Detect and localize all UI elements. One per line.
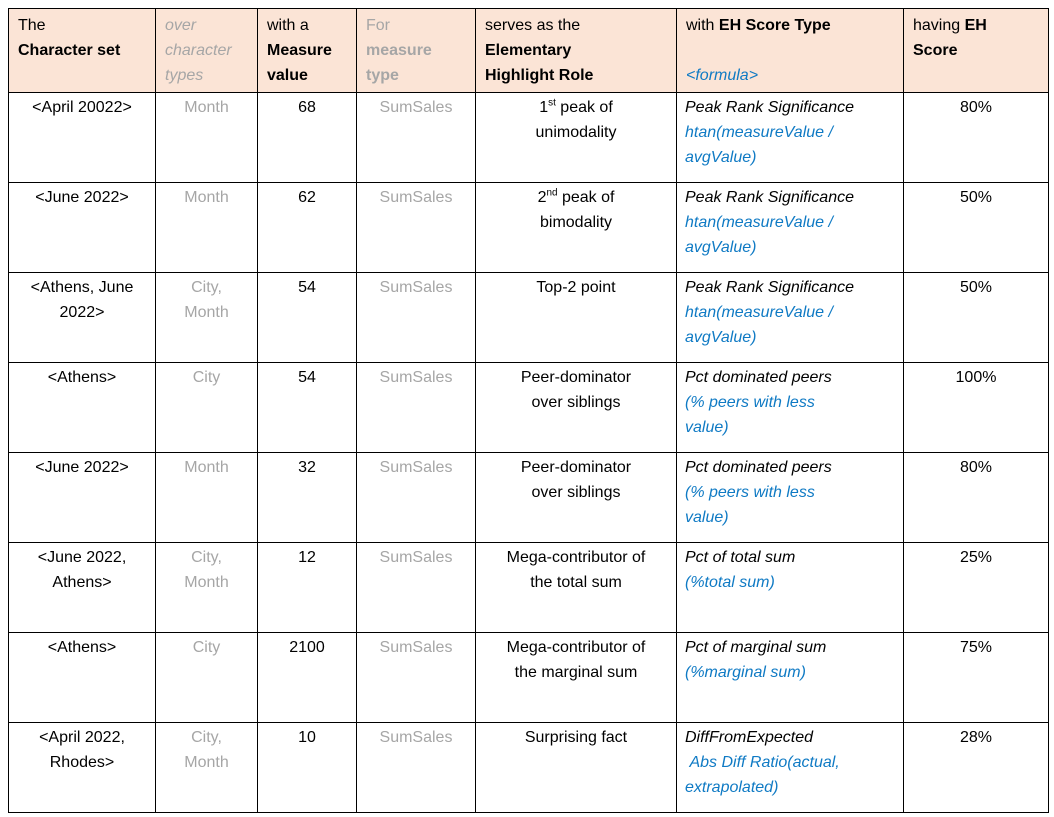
- score-type-name: Pct of total sum: [685, 549, 796, 567]
- measure-type-cell: SumSales: [356, 722, 476, 814]
- score-type-formula: (% peers with less value): [685, 484, 815, 526]
- col-header-eh-score-type: with EH Score Type <formula>: [676, 7, 904, 94]
- measure-type-cell: SumSales: [356, 452, 476, 544]
- measure-value-cell: 12: [257, 542, 357, 634]
- highlight-role-cell: Mega-contributor of the marginal sum: [475, 632, 677, 724]
- table-row: <June 2022> Month 32 SumSales Peer-dominator…: [8, 452, 1049, 544]
- table-row: <June 2022> Month 62 SumSales 2nd peak of bi…: [8, 182, 1049, 274]
- measure-value-cell: 54: [257, 362, 357, 454]
- eh-score-cell: 25%: [903, 542, 1049, 634]
- character-types-cell: Month: [155, 452, 258, 544]
- eh-score-cell: 80%: [903, 452, 1049, 544]
- table-header: The Character set over character types w…: [8, 7, 1049, 94]
- col-header-measure-type: For measure type: [356, 7, 476, 94]
- measure-value-cell: 62: [257, 182, 357, 274]
- table-row: <Athens> City 54 SumSales Peer-dominator ove…: [8, 362, 1049, 454]
- character-types-cell: City: [155, 362, 258, 454]
- character-types-cell: City: [155, 632, 258, 724]
- score-type-formula: (% peers with less value): [685, 394, 815, 436]
- character-set-cell: <Athens, June 2022>: [8, 272, 156, 364]
- col-header-eh-score: having EH Score: [903, 7, 1049, 94]
- measure-value-cell: 2100: [257, 632, 357, 724]
- score-type-formula: htan(measureValue / avgValue): [685, 304, 833, 346]
- table-row: <Athens, June 2022> City, Month 54 SumSales…: [8, 272, 1049, 364]
- eh-score-type-cell: Pct dominated peers (% peers with less va…: [676, 362, 904, 454]
- eh-score-cell: 50%: [903, 182, 1049, 274]
- score-type-formula: (%total sum): [685, 574, 775, 592]
- eh-score-cell: 50%: [903, 272, 1049, 364]
- character-types-cell: Month: [155, 182, 258, 274]
- character-types-cell: City, Month: [155, 722, 258, 814]
- score-type-name: DiffFromExpected: [685, 729, 814, 747]
- table-row: <April 20022> Month 68 SumSales 1st peak of …: [8, 92, 1049, 184]
- highlight-role-cell: Peer-dominator over siblings: [475, 362, 677, 454]
- score-type-name: Peak Rank Significance: [685, 189, 854, 207]
- score-type-name: Pct dominated peers: [685, 459, 832, 477]
- score-type-name: Pct of marginal sum: [685, 639, 827, 657]
- highlight-role-cell: Surprising fact: [475, 722, 677, 814]
- character-types-cell: City, Month: [155, 542, 258, 634]
- highlight-role-cell: 2nd peak of bimodality: [475, 182, 677, 274]
- table-row: <April 2022, Rhodes> City, Month 10 SumSale…: [8, 722, 1049, 814]
- measure-type-cell: SumSales: [356, 92, 476, 184]
- measure-type-cell: SumSales: [356, 272, 476, 364]
- measure-value-cell: 68: [257, 92, 357, 184]
- eh-score-type-cell: Pct dominated peers (% peers with less va…: [676, 452, 904, 544]
- measure-value-cell: 32: [257, 452, 357, 544]
- character-set-cell: <Athens>: [8, 362, 156, 454]
- character-set-cell: <April 2022, Rhodes>: [8, 722, 156, 814]
- character-set-cell: <April 20022>: [8, 92, 156, 184]
- measure-value-cell: 54: [257, 272, 357, 364]
- score-type-name: Peak Rank Significance: [685, 99, 854, 117]
- measure-type-cell: SumSales: [356, 632, 476, 724]
- eh-score-type-cell: Peak Rank Significance htan(measureValue …: [676, 92, 904, 184]
- character-types-cell: Month: [155, 92, 258, 184]
- eh-score-cell: 80%: [903, 92, 1049, 184]
- eh-score-type-cell: Peak Rank Significance htan(measureValue …: [676, 182, 904, 274]
- eh-score-cell: 28%: [903, 722, 1049, 814]
- character-set-cell: <Athens>: [8, 632, 156, 724]
- table-body: <April 20022> Month 68 SumSales 1st peak of …: [8, 92, 1049, 814]
- score-type-name: Peak Rank Significance: [685, 279, 854, 297]
- eh-score-type-cell: DiffFromExpected Abs Diff Ratio(actual, …: [676, 722, 904, 814]
- table-row: <June 2022, Athens> City, Month 12 SumSales…: [8, 542, 1049, 634]
- score-type-formula: htan(measureValue / avgValue): [685, 124, 833, 166]
- table-row: <Athens> City 2100 SumSales Mega-contributor…: [8, 632, 1049, 724]
- eh-score-type-cell: Peak Rank Significance htan(measureValue …: [676, 272, 904, 364]
- measure-value-cell: 10: [257, 722, 357, 814]
- header-row: The Character set over character types w…: [8, 7, 1049, 94]
- character-types-cell: City, Month: [155, 272, 258, 364]
- col-header-character-set: The Character set: [8, 7, 156, 94]
- eh-score-type-cell: Pct of total sum (%total sum): [676, 542, 904, 634]
- col-header-character-types: over character types: [155, 7, 258, 94]
- score-type-formula: Abs Diff Ratio(actual, extrapolated): [685, 754, 840, 796]
- eh-score-type-cell: Pct of marginal sum (%marginal sum): [676, 632, 904, 724]
- highlight-role-cell: Mega-contributor of the total sum: [475, 542, 677, 634]
- character-set-cell: <June 2022, Athens>: [8, 542, 156, 634]
- score-type-formula: htan(measureValue / avgValue): [685, 214, 833, 256]
- eh-score-cell: 75%: [903, 632, 1049, 724]
- highlight-role-cell: Peer-dominator over siblings: [475, 452, 677, 544]
- eh-score-cell: 100%: [903, 362, 1049, 454]
- character-set-cell: <June 2022>: [8, 452, 156, 544]
- col-header-highlight-role: serves as the Elementary Highlight Role: [475, 7, 677, 94]
- measure-type-cell: SumSales: [356, 362, 476, 454]
- col-header-measure-value: with a Measure value: [257, 7, 357, 94]
- measure-type-cell: SumSales: [356, 542, 476, 634]
- measure-type-cell: SumSales: [356, 182, 476, 274]
- highlight-role-cell: Top-2 point: [475, 272, 677, 364]
- score-type-name: Pct dominated peers: [685, 369, 832, 387]
- score-type-formula: (%marginal sum): [685, 664, 806, 682]
- highlight-role-cell: 1st peak of unimodality: [475, 92, 677, 184]
- elementary-highlights-table: The Character set over character types w…: [8, 7, 1049, 814]
- character-set-cell: <June 2022>: [8, 182, 156, 274]
